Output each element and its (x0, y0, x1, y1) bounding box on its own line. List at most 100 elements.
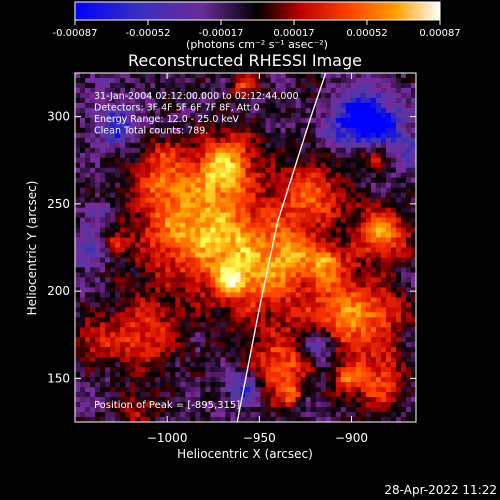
heatmap-cell (155, 167, 161, 174)
heatmap-cell (390, 297, 397, 303)
heatmap-cell (340, 227, 347, 233)
heatmap-cell (195, 272, 201, 278)
heatmap-cell (125, 102, 131, 109)
heatmap-cell (115, 73, 121, 79)
heatmap-cell (285, 382, 291, 388)
heatmap-cell (340, 417, 347, 422)
heatmap-cell (155, 297, 161, 303)
heatmap-cell (185, 262, 191, 268)
heatmap-cell (305, 157, 311, 164)
heatmap-cell (385, 142, 392, 149)
heatmap-cell (285, 73, 291, 79)
heatmap-cell (135, 272, 141, 278)
heatmap-cell (385, 152, 392, 159)
heatmap-cell (190, 132, 196, 139)
heatmap-cell (325, 342, 332, 348)
heatmap-cell (270, 102, 276, 109)
heatmap-cell (150, 322, 156, 328)
heatmap-cell (255, 332, 261, 338)
heatmap-cell (205, 412, 211, 418)
heatmap-cell (130, 92, 136, 99)
heatmap-cell (235, 237, 241, 243)
heatmap-cell (170, 382, 176, 388)
heatmap-cell (400, 207, 407, 213)
heatmap-cell (230, 387, 236, 393)
heatmap-cell (160, 212, 166, 218)
heatmap-cell (100, 262, 106, 268)
heatmap-cell (215, 222, 221, 228)
heatmap-cell (345, 342, 352, 348)
heatmap-cell (285, 347, 291, 353)
heatmap-cell (180, 197, 186, 203)
heatmap-cell (210, 117, 216, 124)
heatmap-cell (285, 292, 291, 298)
heatmap-cell (285, 212, 291, 218)
heatmap-cell (295, 167, 301, 174)
heatmap-cell (295, 377, 301, 383)
heatmap-cell (95, 257, 101, 263)
heatmap-cell (145, 137, 151, 144)
heatmap-cell (300, 312, 306, 318)
heatmap-cell (90, 222, 96, 228)
heatmap-cell (310, 92, 316, 99)
heatmap-cell (410, 312, 416, 318)
heatmap-cell (155, 367, 161, 373)
heatmap-cell (210, 342, 216, 348)
heatmap-cell (360, 337, 367, 343)
heatmap-cell (220, 177, 226, 183)
heatmap-cell (335, 227, 342, 233)
heatmap-cell (295, 247, 301, 253)
heatmap-cell (285, 317, 291, 323)
heatmap-cell (130, 332, 136, 338)
heatmap-cell (370, 122, 377, 129)
heatmap-cell (170, 182, 176, 188)
heatmap-cell (365, 132, 372, 139)
heatmap-cell (350, 112, 357, 119)
heatmap-cell (235, 357, 241, 363)
heatmap-cell (365, 397, 372, 403)
heatmap-cell (110, 342, 116, 348)
heatmap-cell (355, 287, 362, 293)
heatmap-cell (330, 232, 337, 238)
heatmap-cell (185, 87, 191, 94)
heatmap-cell (365, 117, 372, 124)
heatmap-cell (140, 317, 146, 323)
heatmap-cell (185, 407, 191, 413)
heatmap-cell (250, 237, 256, 243)
heatmap-cell (215, 322, 221, 328)
heatmap-cell (105, 272, 111, 278)
heatmap-cell (235, 162, 241, 169)
heatmap-cell (365, 352, 372, 358)
heatmap-cell (220, 217, 226, 223)
heatmap-cell (255, 212, 261, 218)
heatmap-cell (325, 232, 332, 238)
heatmap-cell (90, 112, 96, 119)
heatmap-cell (120, 337, 126, 343)
heatmap-cell (115, 142, 121, 149)
heatmap-cell (345, 117, 352, 124)
heatmap-cell (345, 387, 352, 393)
heatmap-cell (270, 387, 276, 393)
heatmap-cell (350, 142, 357, 149)
heatmap-cell (160, 322, 166, 328)
heatmap-cell (325, 257, 332, 263)
heatmap-cell (355, 392, 362, 398)
heatmap-cell (320, 347, 327, 353)
heatmap-cell (410, 177, 416, 183)
heatmap-cell (205, 172, 211, 178)
heatmap-cell (350, 332, 357, 338)
heatmap-cell (305, 152, 311, 159)
heatmap-cell (235, 177, 241, 183)
heatmap-cell (90, 367, 96, 373)
heatmap-cell (250, 372, 256, 378)
heatmap-cell (390, 112, 397, 119)
heatmap-cell (345, 217, 352, 223)
heatmap-cell (110, 247, 116, 253)
heatmap-cell (325, 397, 332, 403)
heatmap-cell (345, 262, 352, 268)
heatmap-cell (395, 162, 402, 169)
heatmap-cell (75, 362, 81, 368)
heatmap-cell (190, 257, 196, 263)
heatmap-cell (380, 367, 387, 373)
heatmap-cell (390, 142, 397, 149)
